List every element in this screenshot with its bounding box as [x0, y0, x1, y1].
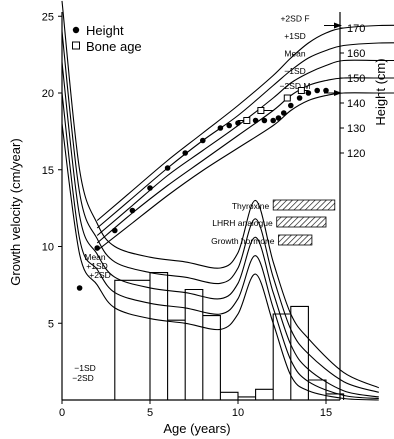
height-centile-label: Mean — [284, 49, 306, 59]
height-point — [296, 95, 303, 101]
bone-age-point — [297, 87, 305, 94]
height-point — [226, 122, 232, 129]
treatment-label: LHRH analogue — [212, 218, 273, 228]
treatment-bar — [276, 216, 327, 228]
height-point — [112, 227, 118, 234]
y-left-tick-label: 25 — [42, 11, 54, 23]
x-axis-label: Age (years) — [163, 421, 230, 436]
treatment-bar — [272, 199, 336, 211]
height-point — [314, 87, 321, 94]
x-tick-label: 5 — [147, 407, 153, 419]
legend-height-label: Height — [86, 23, 124, 38]
plot-area: 5 10 15 20 25 120 130 140 150 160 170 0 5 10 15 +2SD F +… — [42, 0, 394, 419]
height-point — [200, 137, 206, 144]
legend-bone-age-label: Bone age — [86, 39, 142, 54]
x-tick-label: 10 — [232, 407, 244, 419]
legend: Height Bone age — [72, 23, 142, 54]
velocity-centile-4 — [61, 92, 379, 400]
y-axis-left-label: Growth velocity (cm/year) — [8, 138, 23, 285]
height-point — [164, 165, 171, 171]
bone-age-point — [257, 107, 265, 114]
y-axis-right-label: Height (cm) — [373, 58, 388, 125]
height-point — [217, 125, 224, 131]
height-point — [323, 87, 329, 94]
height-centile-4 — [96, 77, 394, 244]
x-tick-label: 0 — [59, 407, 65, 419]
y-right-tick-label: 170 — [347, 23, 365, 35]
height-point — [305, 90, 312, 96]
velocity-centile-label: −2SD — [72, 373, 94, 383]
height-point — [261, 117, 268, 124]
height-centile-2 — [96, 42, 394, 229]
height-point — [288, 102, 294, 109]
treatment-label: Thyroxine — [232, 201, 270, 211]
height-point — [280, 110, 287, 116]
y-left-tick-label: 5 — [48, 318, 54, 330]
height-point — [76, 285, 83, 291]
legend-height-marker — [72, 26, 80, 34]
y-left-tick-label: 10 — [42, 242, 54, 254]
velocity-centile-label: −1SD — [74, 363, 96, 373]
bone-age-point — [283, 94, 291, 102]
velocity-centile-2 — [61, 31, 379, 393]
velocity-centile-5 — [61, 123, 379, 401]
bone-age-point — [243, 117, 251, 124]
y-right-tick-label: 160 — [347, 48, 365, 60]
height-point — [270, 117, 277, 124]
treatment-label: Growth hormone — [211, 236, 275, 246]
height-centile-label: +2SD F — [280, 14, 309, 24]
y-left-tick-label: 20 — [42, 88, 54, 100]
velocity-centile-label: +1SD — [86, 261, 108, 271]
y-left-tick-label: 15 — [42, 165, 54, 177]
y-right-tick-label: 120 — [347, 148, 365, 160]
legend-bone-age-marker — [72, 41, 80, 50]
height-point — [147, 185, 153, 191]
height-point — [129, 207, 136, 214]
y-right-tick-label: 140 — [347, 98, 365, 110]
height-point — [252, 117, 259, 124]
velocity-histogram — [114, 272, 345, 400]
y-right-tick-label: 130 — [347, 123, 365, 135]
height-point — [235, 120, 241, 126]
height-centile-label: +1SD — [284, 31, 306, 41]
y-right-tick-label: 150 — [347, 73, 365, 85]
height-point — [94, 245, 100, 251]
height-centile-3 — [96, 59, 394, 236]
x-tick-label: 15 — [320, 407, 332, 419]
velocity-centile-3 — [61, 0, 380, 389]
height-point — [182, 150, 188, 156]
height-centile-label: −1SD — [284, 66, 306, 76]
height-centile-label: −2SD M — [280, 81, 311, 91]
height-centile-5 — [96, 92, 394, 251]
velocity-centile-1 — [61, 62, 379, 398]
velocity-centile-label: Mean — [84, 252, 106, 262]
treatment-bar — [278, 234, 313, 246]
height-centile-1 — [96, 24, 394, 221]
height-point — [275, 115, 282, 121]
